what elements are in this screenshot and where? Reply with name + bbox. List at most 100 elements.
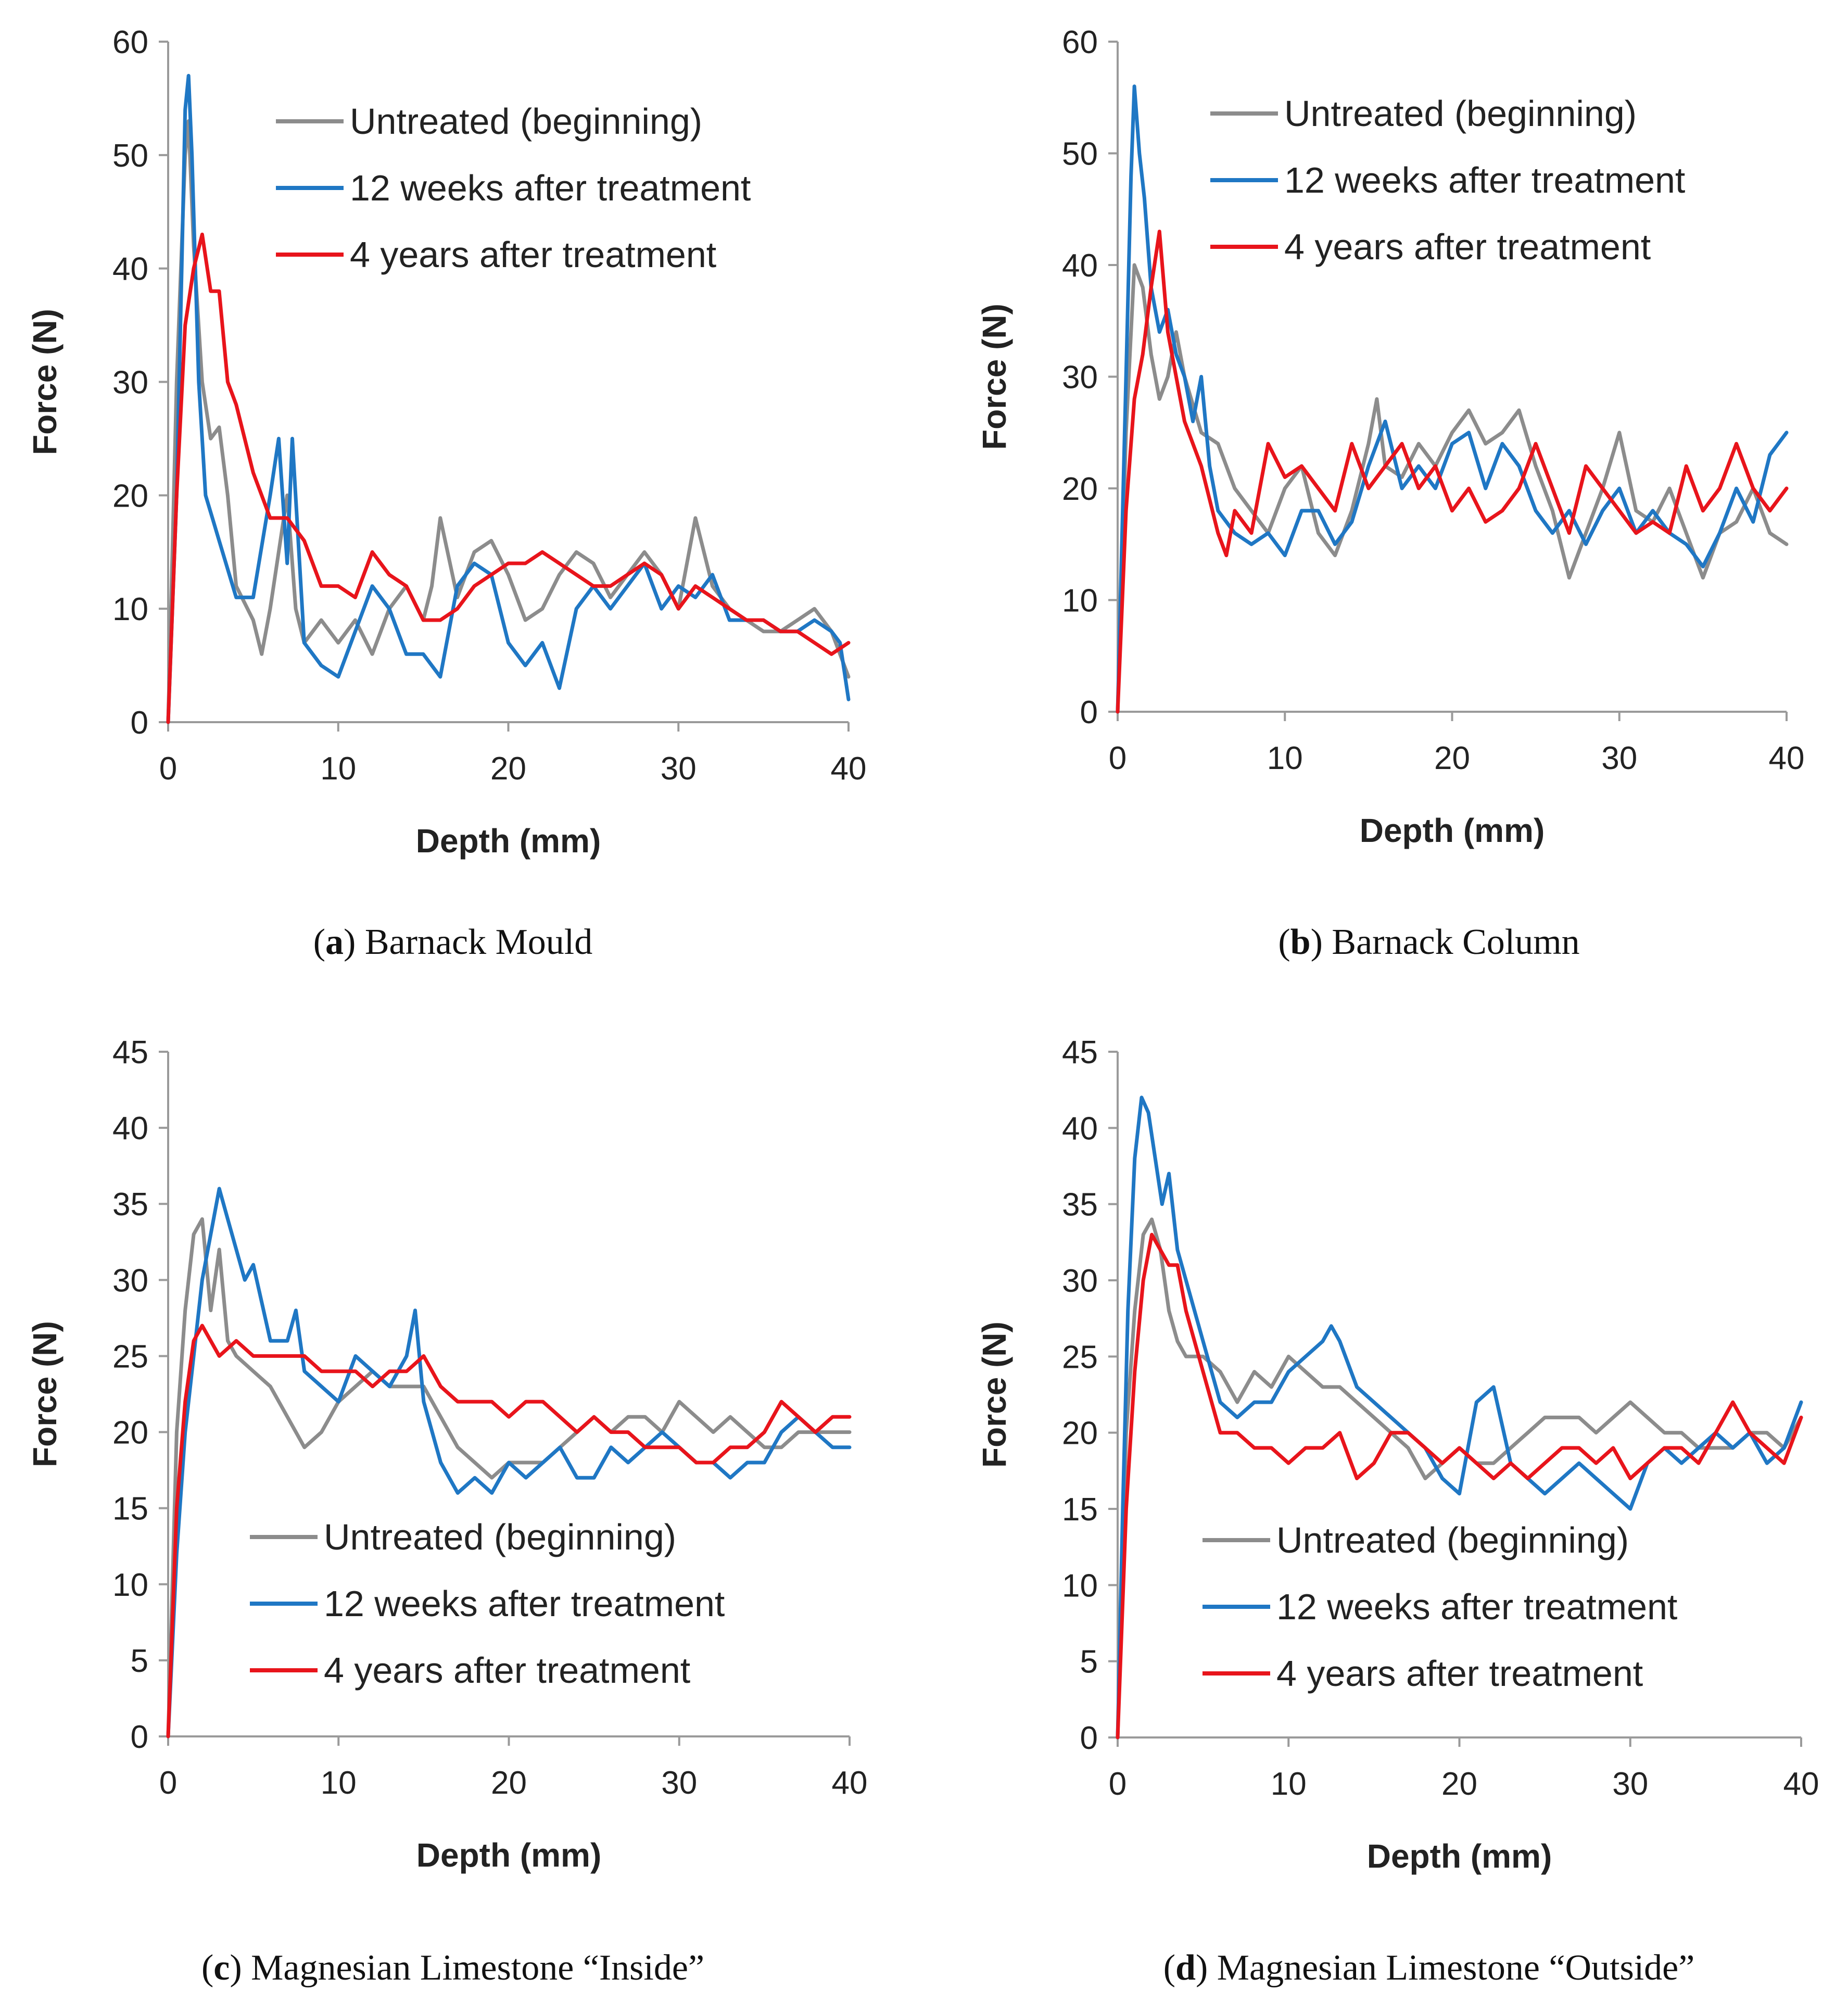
x-tick-label: 10 (1271, 1766, 1307, 1802)
x-axis-title: Depth (mm) (416, 1836, 602, 1874)
y-tick-label: 10 (112, 591, 148, 627)
series-line-3 (1116, 1232, 1803, 1740)
caption-d: (d) Magnesian Limestone “Outside” (1163, 1948, 1695, 1988)
y-tick-label: 15 (1062, 1492, 1098, 1528)
x-tick-label: 20 (1434, 740, 1470, 776)
legend-label: Untreated (beginning) (1276, 1520, 1629, 1560)
x-tick-label: 40 (832, 1765, 868, 1801)
caption-letter: c (213, 1948, 230, 1988)
y-tick-label: 0 (131, 1719, 148, 1755)
x-tick-label: 10 (320, 751, 356, 787)
y-tick-label: 0 (131, 705, 148, 741)
legend-label: 12 weeks after treatment (1276, 1586, 1677, 1627)
y-tick-label: 0 (1080, 1720, 1098, 1756)
chart-panel-b: 0 10 20 30 40 50 60 0 10 20 30 40 Depth (mm) Force (N… (976, 24, 1805, 849)
caption-c: (c) Magnesian Limestone “Inside” (201, 1948, 705, 1988)
x-tick-label: 30 (1612, 1766, 1648, 1802)
x-tick-label: 0 (159, 751, 177, 787)
caption-text: Magnesian Limestone “Outside” (1217, 1948, 1695, 1988)
y-tick-label: 20 (112, 478, 148, 514)
x-tick-label: 10 (321, 1765, 357, 1801)
y-tick-label: 50 (1062, 136, 1098, 172)
y-tick-label: 30 (1062, 360, 1098, 396)
x-tick-label: 40 (831, 751, 867, 787)
series-line-3 (166, 1324, 852, 1739)
x-tick-label: 30 (1601, 740, 1637, 776)
series-line-2 (1116, 1095, 1803, 1740)
caption-a: (a) Barnack Mould (313, 922, 593, 962)
series-line-1 (166, 119, 851, 724)
y-tick-label: 40 (112, 251, 148, 287)
y-tick-label: 10 (112, 1567, 148, 1603)
y-tick-label: 30 (1062, 1263, 1098, 1299)
caption-b: (b) Barnack Column (1278, 922, 1580, 962)
y-tick-label: 45 (112, 1035, 148, 1070)
x-axis-title: Depth (mm) (1360, 812, 1545, 849)
caption-letter: a (325, 922, 344, 962)
y-tick-label: 35 (112, 1187, 148, 1223)
y-axis-title: Force (N) (26, 1321, 64, 1467)
caption-text: Barnack Mould (364, 922, 593, 962)
y-tick-label: 10 (1062, 583, 1098, 619)
y-tick-label: 25 (1062, 1339, 1098, 1375)
y-tick-label: 30 (112, 365, 148, 401)
legend-label: 12 weeks after treatment (1284, 160, 1685, 200)
y-tick-label: 15 (112, 1491, 148, 1527)
chart-panel-d: 0 5 10 15 20 25 30 35 40 45 0 10 20 30 40 Depth (mm) For… (976, 1035, 1819, 1875)
y-tick-label: 0 (1080, 695, 1098, 730)
x-tick-label: 30 (661, 751, 697, 787)
caption-text: Barnack Column (1332, 922, 1580, 962)
legend-label: Untreated (beginning) (350, 101, 702, 142)
y-axis-title: Force (N) (976, 1321, 1013, 1468)
legend-label: 4 years after treatment (1284, 226, 1651, 267)
y-tick-label: 5 (131, 1643, 148, 1679)
y-tick-label: 20 (1062, 471, 1098, 507)
series-line-1 (1116, 1217, 1803, 1740)
y-tick-label: 50 (112, 138, 148, 174)
y-tick-label: 60 (112, 24, 148, 60)
y-tick-label: 10 (1062, 1568, 1098, 1604)
x-tick-label: 20 (1441, 1766, 1477, 1802)
y-tick-label: 25 (112, 1339, 148, 1375)
x-tick-label: 10 (1267, 740, 1303, 776)
legend-label: 4 years after treatment (350, 234, 716, 275)
series-line-1 (1116, 263, 1789, 714)
x-tick-label: 30 (661, 1765, 697, 1801)
chart-panel-a: 0 10 20 30 40 50 60 0 10 20 30 40 Depth (mm) Force (N… (26, 24, 867, 860)
legend-label: 12 weeks after treatment (324, 1583, 725, 1624)
x-tick-label: 0 (159, 1765, 177, 1801)
y-tick-label: 5 (1080, 1644, 1098, 1680)
caption-letter: b (1290, 922, 1311, 962)
series-line-2 (166, 1187, 852, 1739)
x-tick-label: 20 (490, 751, 526, 787)
series-line-3 (1116, 230, 1789, 714)
y-tick-label: 35 (1062, 1187, 1098, 1223)
x-tick-label: 0 (1109, 1766, 1126, 1802)
caption-letter: d (1175, 1948, 1196, 1988)
y-tick-label: 40 (1062, 248, 1098, 284)
y-tick-label: 20 (112, 1415, 148, 1451)
x-axis-title: Depth (mm) (1367, 1837, 1552, 1875)
y-tick-label: 20 (1062, 1416, 1098, 1452)
legend-label: Untreated (beginning) (324, 1517, 676, 1557)
y-axis-title: Force (N) (26, 309, 64, 455)
y-axis-title: Force (N) (976, 304, 1013, 450)
series-line-2 (1116, 84, 1789, 714)
y-tick-label: 45 (1062, 1035, 1098, 1070)
legend-label: 12 weeks after treatment (350, 168, 751, 208)
x-tick-label: 0 (1109, 740, 1126, 776)
legend-label: Untreated (beginning) (1284, 93, 1637, 134)
y-tick-label: 40 (1062, 1111, 1098, 1147)
x-axis-title: Depth (mm) (416, 822, 601, 860)
series-line-3 (166, 232, 851, 724)
legend-label: 4 years after treatment (1276, 1653, 1643, 1694)
legend-label: 4 years after treatment (324, 1650, 690, 1691)
y-tick-label: 60 (1062, 24, 1098, 60)
y-tick-label: 40 (112, 1111, 148, 1147)
caption-text: Magnesian Limestone “Inside” (251, 1948, 705, 1988)
x-tick-label: 20 (491, 1765, 527, 1801)
x-tick-label: 40 (1783, 1766, 1819, 1802)
y-tick-label: 30 (112, 1263, 148, 1299)
x-tick-label: 40 (1769, 740, 1805, 776)
